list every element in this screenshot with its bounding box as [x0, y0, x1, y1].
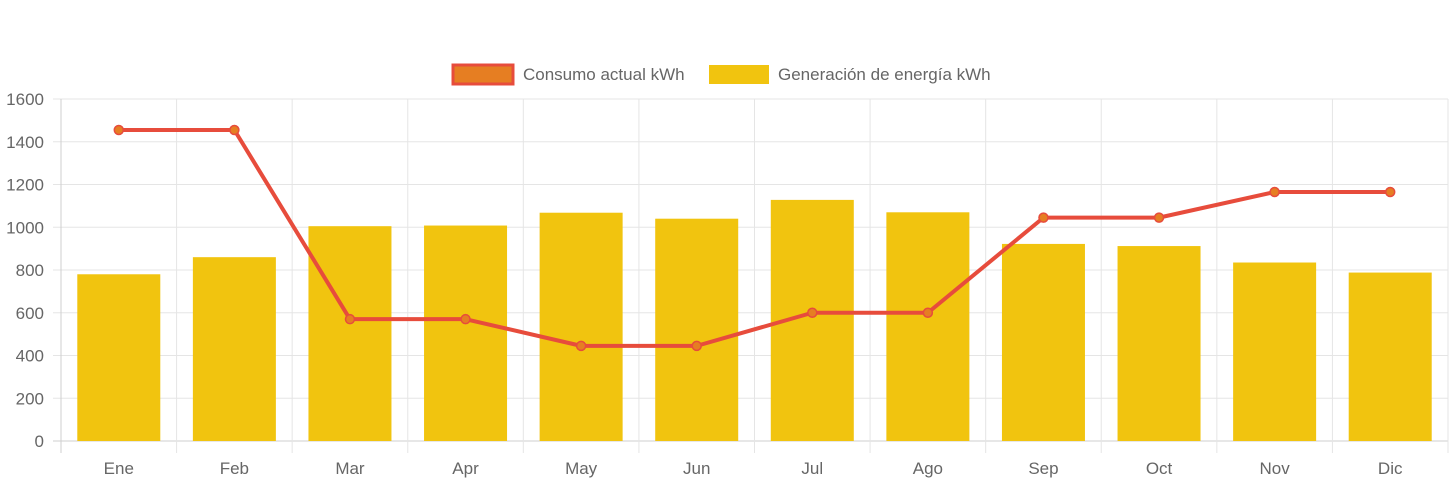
- bar-generacion: [192, 257, 276, 441]
- x-tick-label: Ene: [104, 459, 134, 478]
- bar-generacion: [1348, 272, 1432, 441]
- point-consumo: [922, 307, 934, 318]
- x-tick-label: May: [565, 459, 598, 478]
- bar-generacion: [1233, 262, 1317, 441]
- point-consumo: [1038, 212, 1049, 223]
- point-consumo: [691, 340, 702, 352]
- x-tick-label: Oct: [1146, 459, 1173, 478]
- x-tick-label: Nov: [1260, 459, 1291, 478]
- y-tick-label: 1200: [6, 176, 44, 195]
- point-consumo: [1153, 212, 1165, 223]
- y-tick-label: 200: [16, 389, 44, 408]
- consumption-line: [113, 124, 1396, 352]
- y-tick-label: 1000: [6, 218, 44, 237]
- bars: [77, 199, 1432, 441]
- point-consumo: [229, 124, 240, 136]
- y-tick-label: 600: [16, 304, 44, 323]
- y-tick-label: 1400: [6, 133, 44, 152]
- point-consumo: [344, 313, 356, 325]
- x-tick-label: Apr: [452, 459, 479, 478]
- point-consumo: [575, 340, 587, 352]
- grid: [53, 98, 1449, 453]
- legend-label-consumo: Consumo actual kWh: [523, 65, 685, 84]
- bar-generacion: [424, 225, 508, 441]
- x-tick-label: Mar: [335, 459, 365, 478]
- legend-swatch-consumo: [451, 63, 515, 86]
- x-tick-label: Sep: [1028, 459, 1058, 478]
- x-tick-label: Feb: [220, 459, 249, 478]
- x-axis-ticks: Ene Feb Mar Apr May Jun Jul Ago Sep Oct Nov Dic: [104, 459, 1403, 478]
- point-consumo: [460, 313, 471, 325]
- point-consumo: [1269, 186, 1280, 198]
- y-axis-ticks: 0 200 400 600 800 1000 1200 1400 1600: [6, 90, 44, 451]
- bar-generacion: [886, 212, 970, 441]
- y-tick-label: 0: [35, 432, 44, 451]
- y-tick-label: 1600: [6, 90, 44, 109]
- legend: Consumo actual kWh Generación de energía…: [451, 63, 991, 86]
- point-consumo: [113, 124, 125, 136]
- bar-generacion: [1001, 243, 1085, 441]
- legend-label-generacion: Generación de energía kWh: [778, 65, 991, 84]
- x-tick-label: Ago: [913, 459, 943, 478]
- x-tick-label: Jun: [683, 459, 710, 478]
- bar-generacion: [308, 226, 392, 441]
- bar-generacion: [1117, 246, 1201, 441]
- legend-swatch-generacion: [709, 65, 769, 84]
- point-consumo: [807, 307, 818, 318]
- y-tick-label: 800: [16, 261, 44, 280]
- line-consumo: [118, 127, 1391, 348]
- bar-generacion: [77, 274, 161, 441]
- bar-generacion: [539, 212, 623, 441]
- x-tick-label: Dic: [1378, 459, 1403, 478]
- y-tick-label: 400: [16, 347, 44, 366]
- bar-generacion: [655, 218, 739, 441]
- point-consumo: [1384, 186, 1396, 198]
- x-tick-label: Jul: [801, 459, 823, 478]
